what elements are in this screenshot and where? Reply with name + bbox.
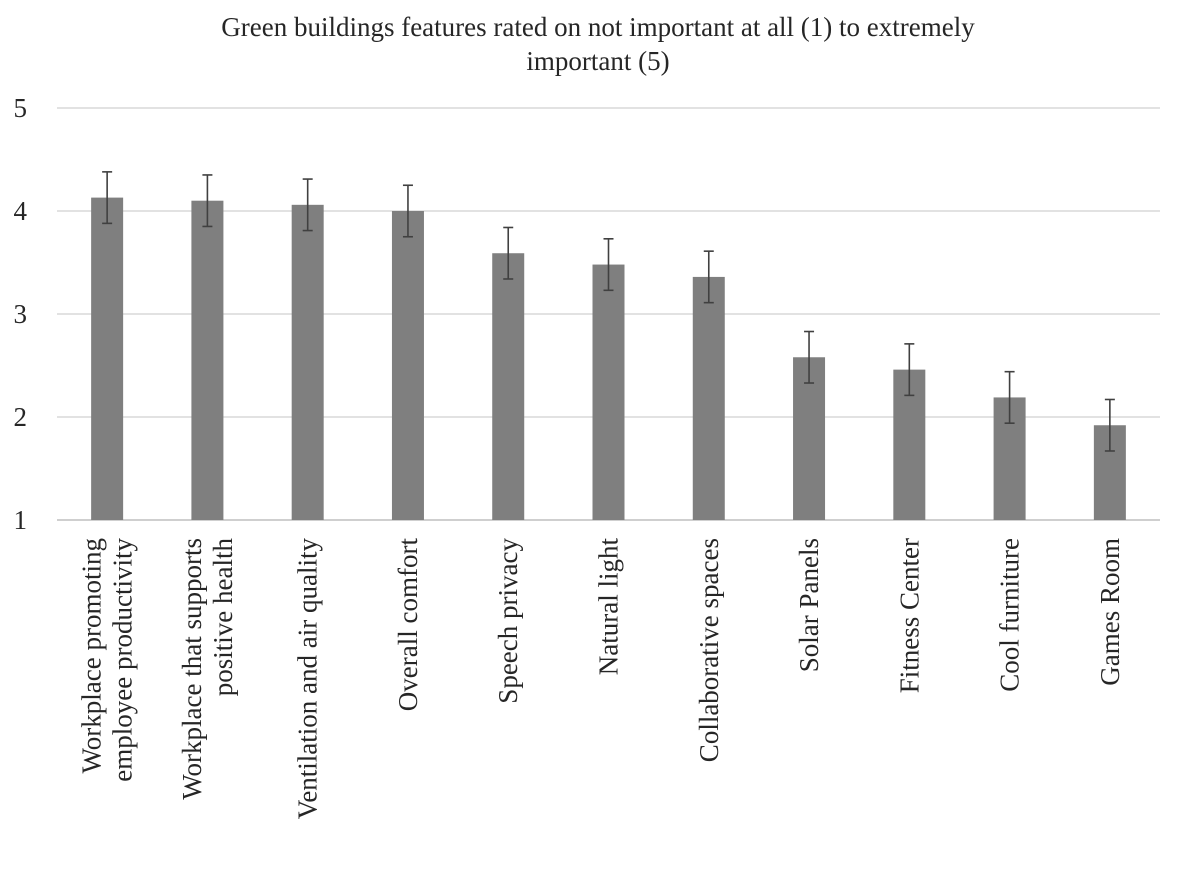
x-category-label-10: Cool furniture [995,538,1025,692]
y-tick-label-2: 2 [14,402,28,432]
x-category-label-11: Games Room [1095,538,1125,686]
x-category-label-5: Speech privacy [493,538,523,704]
x-category-label-9: Fitness Center [894,538,924,693]
error-bar-9 [904,343,915,397]
bar-4 [391,211,424,520]
error-bar-2 [202,174,213,228]
bar-8 [793,357,826,520]
error-bar-3 [302,178,313,232]
error-bar-7 [703,250,714,304]
chart-title: Green buildings features rated on not im… [221,12,975,76]
bar-2 [191,200,224,520]
error-bar-11 [1104,398,1115,452]
x-category-label-7: Collaborative spaces [694,538,724,762]
chart-title-line-2: important (5) [526,46,669,76]
error-bars [102,171,1115,452]
x-category-label-2: Workplace that supportspositive health [177,538,238,800]
error-bar-6 [603,238,614,292]
y-tick-label-3: 3 [14,299,28,329]
bars [91,197,1126,521]
error-bar-10 [1004,370,1015,424]
y-tick-label-5: 5 [14,93,28,123]
bar-5 [492,253,525,521]
error-bar-4 [402,184,413,238]
x-axis-categories: Workplace promotingemployee productivity… [77,538,1125,820]
x-category-label-4: Overall comfort [393,538,423,712]
x-category-label-3: Ventilation and air quality [293,538,323,820]
chart-title-line-1: Green buildings features rated on not im… [221,12,975,42]
bar-7 [692,276,725,520]
x-category-label-8: Solar Panels [794,538,824,672]
bar-1 [91,197,124,521]
error-bar-8 [804,330,815,384]
bar-3 [291,204,324,520]
y-tick-label-4: 4 [14,196,28,226]
x-category-label-6: Natural light [594,538,624,676]
y-tick-label-1: 1 [14,505,28,535]
error-bar-1 [102,171,113,225]
y-axis-ticks: 1 2 3 4 5 [14,93,28,535]
x-category-label-1: Workplace promotingemployee productivity [77,538,138,782]
bar-6 [592,264,625,520]
error-bar-5 [503,226,514,280]
